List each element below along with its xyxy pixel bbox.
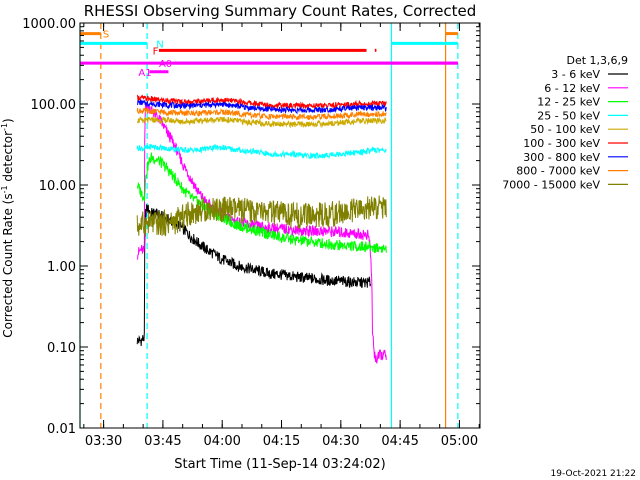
y-axis-label-end: ): [1, 118, 15, 123]
legend-entry-label: 300 - 800 keV: [523, 151, 600, 164]
series-line: [136, 195, 387, 237]
y-axis-label-sup2: -1: [0, 123, 9, 131]
x-tick-label: 04:15: [263, 434, 300, 449]
legend-entry-label: 7000 - 15000 keV: [502, 178, 600, 191]
y-tick-label: 100.00: [31, 98, 77, 113]
y-tick-label: 1.00: [47, 260, 76, 275]
y-axis: 1000.00 100.00 10.00 1.00 0.10 0.01: [22, 17, 480, 437]
x-tick-label: 03:30: [85, 434, 122, 449]
y-tick-label: 0.01: [47, 422, 76, 437]
series-line: [136, 116, 387, 129]
x-tick-label: 03:45: [144, 434, 181, 449]
series-line: [136, 143, 387, 160]
x-axis: 03:30 03:45 04:00 04:15 04:30 04:45 05:00: [83, 23, 480, 449]
chart-title: RHESSI Observing Summary Count Rates, Co…: [84, 2, 477, 20]
state-label: F: [153, 46, 159, 57]
x-tick-label: 04:00: [203, 434, 240, 449]
y-tick-label: 1000.00: [22, 17, 76, 32]
state-label: S: [103, 30, 109, 41]
legend-entry-label: 6 - 12 keV: [544, 82, 600, 95]
series-line: [136, 152, 387, 254]
legend-entry-label: 25 - 50 keV: [537, 109, 600, 122]
legend-title: Det 1,3,6,9: [566, 54, 628, 67]
x-tick-label: 05:00: [441, 434, 478, 449]
y-axis-label-tail: detector: [1, 131, 15, 186]
x-tick-label: 04:30: [322, 434, 359, 449]
y-tick-label: 0.10: [47, 341, 76, 356]
state-label: A1: [138, 68, 151, 79]
y-axis-label: Corrected Count Rate (s-1 detector-1): [0, 118, 15, 337]
x-axis-label: Start Time (11-Sep-14 03:24:02): [174, 457, 385, 472]
series-line: [136, 106, 387, 121]
plot-series: [136, 94, 387, 365]
legend-entry-label: 50 - 100 keV: [530, 123, 600, 136]
timestamp: 19-Oct-2021 21:22: [551, 469, 636, 479]
series-line: [136, 204, 371, 347]
legend-entry-label: 3 - 6 keV: [551, 68, 600, 81]
state-label: N: [156, 39, 163, 50]
state-label: A0: [159, 59, 172, 70]
y-axis-label-sup: -1: [0, 185, 9, 193]
legend-entry-label: 12 - 25 keV: [537, 96, 600, 109]
y-tick-label: 10.00: [39, 179, 76, 194]
y-axis-label-main: Corrected Count Rate (s: [1, 193, 15, 337]
series-line: [137, 98, 387, 115]
x-tick-label: 04:45: [381, 434, 418, 449]
legend-entry-label: 800 - 7000 keV: [516, 165, 600, 178]
plot-frame: [79, 22, 481, 429]
legend-entry-label: 100 - 300 keV: [523, 137, 600, 150]
